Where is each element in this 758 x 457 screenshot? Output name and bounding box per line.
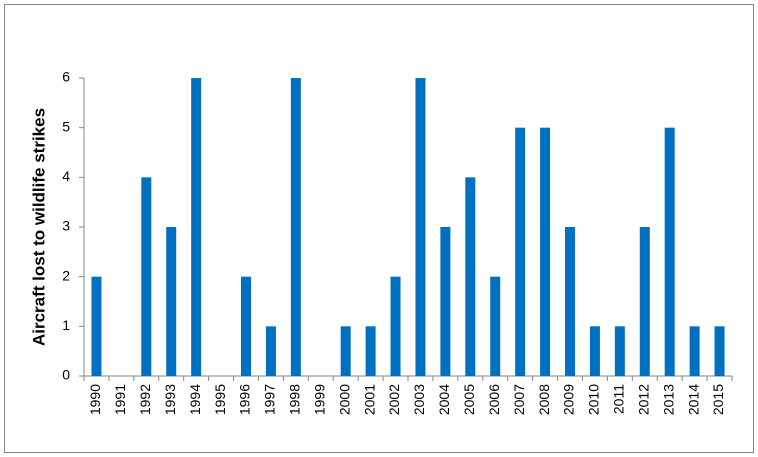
y-tick-label: 6 bbox=[62, 69, 70, 85]
y-tick-label: 1 bbox=[62, 317, 70, 333]
y-tick-label: 0 bbox=[62, 367, 70, 383]
x-tick-label: 2012 bbox=[635, 384, 651, 415]
x-tick-label: 2010 bbox=[586, 384, 602, 415]
x-tick-label: 2013 bbox=[660, 384, 676, 415]
x-tick-label: 2015 bbox=[710, 384, 726, 415]
bar bbox=[465, 177, 476, 376]
x-tick-label: 2007 bbox=[511, 384, 527, 415]
x-tick-label: 1994 bbox=[187, 384, 203, 415]
x-tick-label: 1999 bbox=[311, 384, 327, 415]
x-tick-label: 1997 bbox=[262, 384, 278, 415]
bar bbox=[415, 78, 426, 376]
x-tick-label: 1993 bbox=[162, 384, 178, 415]
bar bbox=[714, 326, 725, 376]
bar bbox=[290, 78, 301, 376]
bar bbox=[540, 127, 551, 377]
bar bbox=[639, 227, 650, 376]
x-tick-label: 2005 bbox=[461, 384, 477, 415]
x-tick-label: 2008 bbox=[536, 384, 552, 415]
x-tick-label: 2011 bbox=[611, 384, 627, 414]
x-tick-label: 1995 bbox=[212, 384, 228, 415]
x-tick-label: 1996 bbox=[237, 384, 253, 415]
x-tick-label: 2009 bbox=[561, 384, 577, 415]
bar bbox=[166, 227, 177, 376]
bar bbox=[141, 177, 152, 376]
y-tick-label: 3 bbox=[62, 218, 70, 234]
x-tick-label: 2000 bbox=[336, 384, 352, 415]
x-tick-label: 1991 bbox=[112, 384, 128, 415]
y-tick-label: 2 bbox=[62, 267, 70, 283]
bar bbox=[241, 276, 251, 376]
x-tick-label: 2002 bbox=[386, 384, 402, 415]
bar bbox=[614, 326, 625, 376]
bar bbox=[664, 127, 675, 377]
bar bbox=[91, 276, 102, 376]
bar bbox=[340, 326, 351, 376]
bar bbox=[365, 326, 376, 376]
x-tick-label: 2006 bbox=[486, 384, 502, 415]
bar bbox=[689, 326, 700, 376]
y-axis-label: Aircraft lost to wildlife strikes bbox=[29, 108, 48, 346]
bar bbox=[490, 276, 501, 376]
x-tick-label: 2014 bbox=[685, 384, 701, 415]
x-tick-label: 2004 bbox=[436, 384, 452, 415]
bar bbox=[589, 326, 600, 376]
bar bbox=[191, 78, 202, 376]
bar bbox=[565, 227, 575, 376]
bar bbox=[390, 276, 401, 376]
x-tick-label: 2003 bbox=[411, 384, 427, 415]
x-tick-label: 2001 bbox=[361, 384, 377, 415]
x-tick-label: 1990 bbox=[87, 384, 103, 415]
bar bbox=[440, 227, 451, 376]
bar bbox=[265, 326, 276, 376]
y-tick-label: 5 bbox=[62, 118, 70, 134]
x-tick-label: 1992 bbox=[137, 384, 153, 415]
bar bbox=[515, 127, 526, 377]
x-tick-label: 1998 bbox=[287, 384, 303, 415]
y-tick-label: 4 bbox=[62, 168, 70, 184]
chart-border bbox=[4, 4, 754, 453]
